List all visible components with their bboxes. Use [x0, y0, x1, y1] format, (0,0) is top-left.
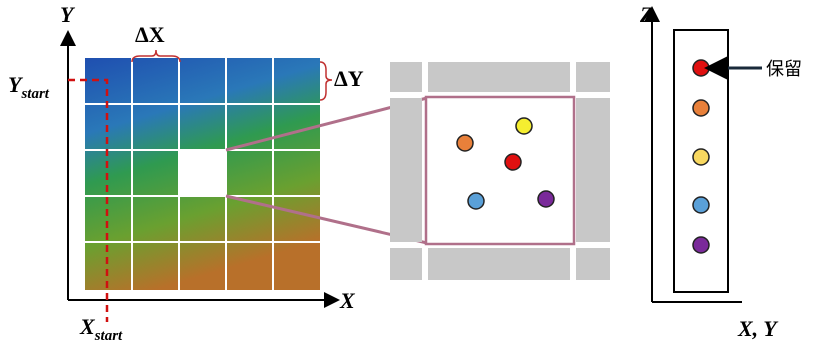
x-start-sub: start	[94, 328, 123, 344]
y-axis-label: Y	[60, 2, 76, 27]
keep-label: 保留	[766, 59, 802, 80]
left-panel: Y X ΔX ΔY Ystart Xstart	[8, 2, 364, 344]
zoom-panel	[390, 62, 610, 280]
x-start-label: Xstart	[79, 314, 123, 344]
y-start-label: Ystart	[8, 72, 50, 102]
zoom-cell	[426, 97, 574, 244]
x-axis-label: X	[339, 288, 356, 313]
column-points	[693, 60, 709, 253]
y-start-sub: start	[20, 86, 49, 102]
x-start-main: X	[79, 314, 96, 339]
delta-x-label: ΔX	[135, 22, 165, 47]
diagram: Y X ΔX ΔY Ystart Xstart	[0, 0, 815, 347]
delta-y-label: ΔY	[334, 66, 364, 91]
z-axis-label: Z	[639, 2, 653, 27]
selected-cell	[179, 150, 226, 196]
xy-axis-label: X, Y	[737, 316, 779, 341]
brace-y	[320, 62, 332, 100]
right-panel: 保留 Z X, Y	[639, 2, 802, 341]
